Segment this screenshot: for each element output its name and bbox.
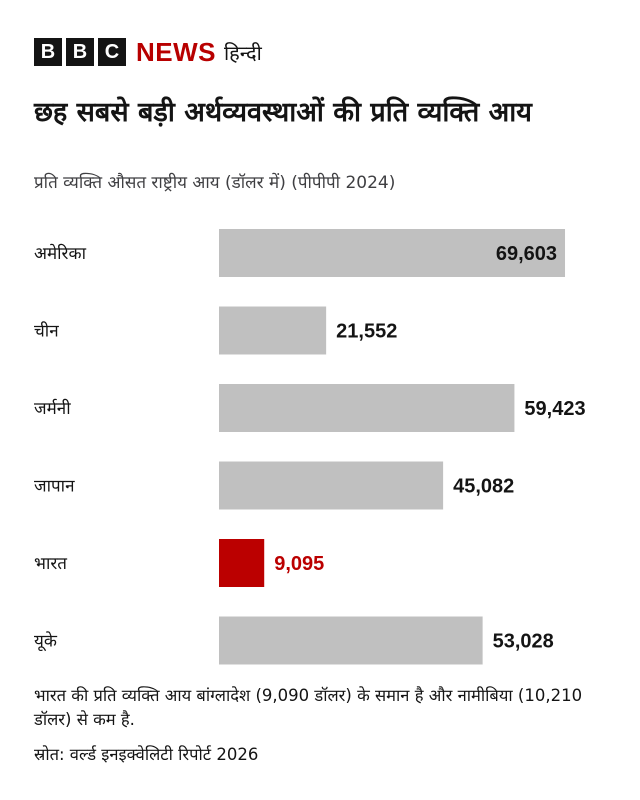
chart-footnote: भारत की प्रति व्यक्ति आय बांग्लादेश (9,0… — [34, 686, 583, 729]
category-label: जापान — [34, 477, 75, 497]
category-label: जर्मनी — [34, 398, 71, 419]
chart-title: छह सबसे बड़ी अर्थव्यवस्थाओं की प्रति व्य… — [34, 97, 532, 128]
bar — [219, 229, 566, 277]
value-label: 9,095 — [274, 553, 324, 575]
category-label: भारत — [34, 554, 67, 574]
category-label: चीन — [34, 321, 59, 342]
bar — [219, 461, 444, 510]
bar — [219, 616, 483, 665]
value-label: 69,603 — [496, 243, 557, 265]
bbc-news-hindi-logo: B B C NEWS हिन्दी — [34, 36, 262, 68]
category-label: यूके — [34, 631, 58, 652]
bar — [219, 384, 515, 432]
bar — [219, 539, 265, 587]
bar — [219, 306, 327, 355]
bbc-logo-letter: C — [98, 38, 126, 66]
bbc-logo-letter: B — [34, 38, 62, 66]
value-label: 59,423 — [524, 398, 585, 420]
category-label: अमेरिका — [34, 243, 87, 264]
bbc-logo-letter: B — [66, 38, 94, 66]
source-line: स्रोत: वर्ल्ड इनइक्वेलिटी रिपोर्ट 2026 — [34, 745, 259, 764]
value-label: 21,552 — [336, 321, 397, 343]
value-label: 45,082 — [453, 476, 514, 498]
news-wordmark: NEWS — [136, 36, 216, 67]
value-label: 53,028 — [493, 631, 554, 653]
chart-subtitle: प्रति व्यक्ति औसत राष्ट्रीय आय (डॉलर में… — [34, 173, 396, 193]
language-label: हिन्दी — [224, 40, 262, 65]
